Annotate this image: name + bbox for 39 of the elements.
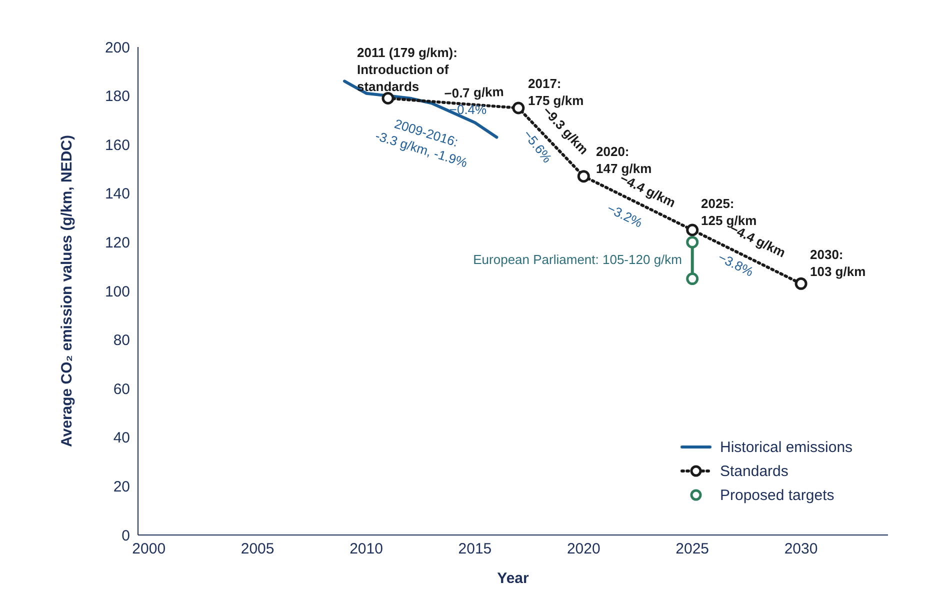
annotation: −3.8% (716, 249, 756, 280)
annotation: −3.2% (604, 200, 646, 230)
x-axis-title: Year (497, 570, 530, 587)
y-tick-label: 40 (113, 430, 130, 447)
point (686, 236, 699, 248)
annotation: −0.7 g/km (444, 83, 504, 101)
annotation: 2025: 125 g/km (701, 196, 757, 228)
point (382, 92, 394, 104)
point (512, 102, 525, 114)
legend-label: Historical emissions (720, 438, 853, 456)
y-tick-label: 200 (104, 39, 130, 56)
y-tick-label: 80 (113, 332, 130, 350)
y-tick-label: 140 (104, 186, 130, 203)
y-tick-label: 20 (113, 478, 130, 496)
y-tick-label: 160 (104, 136, 130, 154)
legend-label: Standards (720, 462, 788, 480)
x-tick-label: 2005 (240, 540, 274, 558)
point (686, 272, 699, 286)
annotation: −0.4% (449, 102, 488, 116)
x-tick-label: 2000 (132, 540, 166, 558)
x-tick-label: 2015 (458, 540, 492, 558)
y-axis-title: Average CO₂ emission values (g/km, NEDC) (58, 134, 76, 448)
y-tick-label: 180 (104, 88, 130, 106)
y-tick-label: 0 (122, 527, 130, 544)
annotation: 2020: 147 g/km (596, 144, 652, 176)
x-tick-label: 2010 (350, 540, 383, 558)
point (794, 277, 808, 290)
y-tick-label: 60 (113, 380, 130, 398)
point (577, 170, 590, 183)
y-tick-label: 120 (104, 234, 130, 252)
y-tick-label: 100 (104, 283, 130, 300)
annotation: European Parliament: 105-120 g/km (473, 252, 682, 266)
annotation: 2017: 175 g/km (528, 76, 584, 108)
point (686, 224, 699, 236)
x-tick-label: 2020 (566, 540, 600, 558)
x-tick-label: 2030 (784, 540, 818, 558)
annotation: 2030: 103 g/km (810, 246, 866, 278)
legend-label: Proposed targets (720, 486, 834, 504)
x-tick-label: 2025 (676, 540, 710, 558)
